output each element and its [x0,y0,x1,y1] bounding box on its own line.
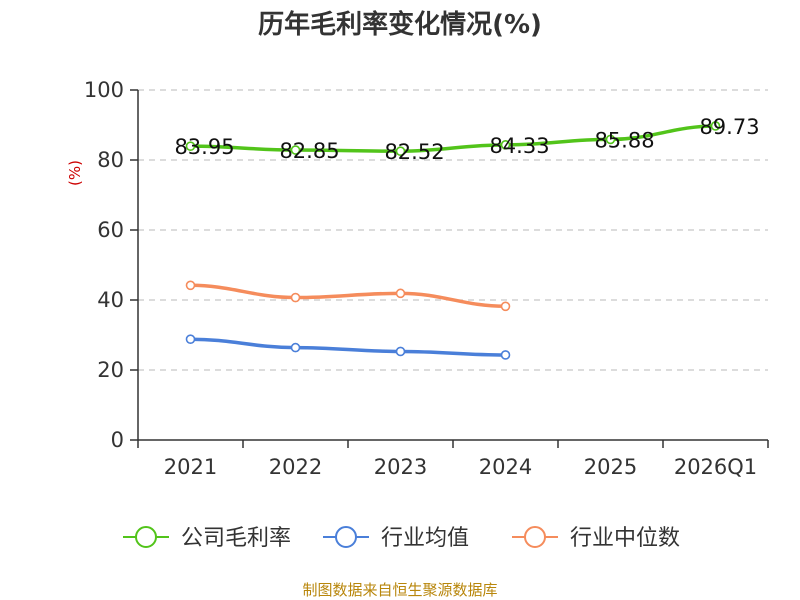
series-2-point-2024 [500,301,511,312]
series-0-point-2021 [185,141,196,151]
series-1-point-2022 [290,342,301,353]
y-tick-label-20: 20 [97,358,124,382]
data-label-2024: 84.33 [489,134,549,158]
y-tick-label-100: 100 [84,78,124,102]
data-label-2026Q1: 89.73 [699,115,759,139]
x-tick-label-2022: 2022 [269,455,322,479]
chart-title: 历年毛利率变化情况(%) [258,10,542,40]
series-line-1 [188,337,508,357]
series-0-point-2025 [605,134,616,145]
series-2-point-2023 [395,288,406,299]
series-1-point-2024 [500,350,511,360]
series-line-0 [188,124,718,153]
legend-marker-1 [335,526,357,548]
y-unit-label: (%) [66,160,84,186]
series-0-point-2022 [290,145,301,155]
x-tick-label-2026Q1: 2026Q1 [674,455,757,479]
series-1-point-2021 [185,334,196,345]
x-tick-label-2023: 2023 [374,455,427,479]
y-tick-label-60: 60 [97,218,124,242]
series-0-point-2026Q1 [710,121,721,131]
legend-marker-2 [524,526,546,548]
data-label-2021: 83.95 [174,135,234,159]
series-1-point-2023 [395,346,406,357]
y-tick-label-80: 80 [97,148,124,172]
legend-marker-0 [135,526,157,548]
x-tick-label-2021: 2021 [164,455,217,479]
source-note: 制图数据来自恒生聚源数据库 [302,581,498,599]
y-tick-label-0: 0 [111,428,124,452]
legend-label-2: 行业中位数 [570,526,680,551]
data-label-2025: 85.88 [594,128,654,152]
x-tick-label-2025: 2025 [584,455,637,479]
legend-label-1: 行业均值 [381,526,469,551]
data-label-2022: 82.85 [279,139,339,163]
series-0-point-2023 [395,146,406,156]
x-tick-label-2024: 2024 [479,455,532,479]
series-0-point-2024 [500,140,511,150]
data-label-2023: 82.52 [384,140,444,164]
series-2-point-2022 [290,292,301,303]
series-line-2 [188,283,508,309]
series-2-point-2021 [185,280,196,291]
legend-label-0: 公司毛利率 [181,526,291,551]
y-tick-label-40: 40 [97,288,124,312]
